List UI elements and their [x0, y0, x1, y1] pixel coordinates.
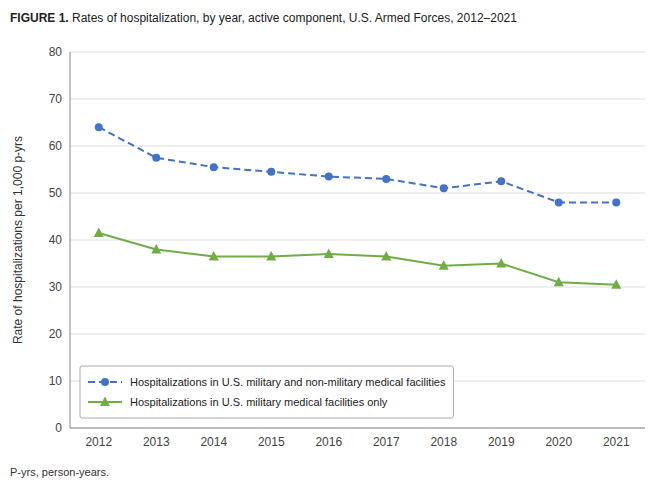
- point: [611, 279, 621, 289]
- point: [439, 260, 449, 270]
- grid-line: [70, 52, 645, 53]
- point: [324, 249, 334, 259]
- x-tick-label: 2019: [488, 435, 515, 449]
- x-axis-line: [70, 428, 645, 429]
- point: [440, 184, 448, 192]
- point: [266, 251, 276, 261]
- x-tick-label: 2021: [603, 435, 630, 449]
- series: [94, 227, 622, 288]
- legend-label: Hospitalizations in U.S. military and no…: [130, 376, 446, 388]
- plot-area: [94, 123, 622, 288]
- grid-line: [70, 99, 645, 100]
- title-bold: FIGURE 1.: [10, 11, 69, 25]
- title: FIGURE 1. Rates of hospitalization, by y…: [10, 11, 517, 25]
- legend-marker: [100, 397, 110, 407]
- grid: [70, 52, 645, 428]
- legend-item: Hospitalizations in U.S. military medica…: [88, 396, 388, 408]
- point: [612, 198, 620, 206]
- y-tick-label: 30: [49, 280, 63, 294]
- y-tick-label: 10: [49, 374, 63, 388]
- point: [555, 198, 563, 206]
- y-tick-label: 70: [49, 92, 63, 106]
- x-tick-label: 2020: [545, 435, 572, 449]
- grid-line: [70, 334, 645, 335]
- point: [152, 154, 160, 162]
- point: [382, 175, 390, 183]
- point: [497, 177, 505, 185]
- point: [210, 163, 218, 171]
- series: [95, 123, 621, 206]
- legend-label: Hospitalizations in U.S. military medica…: [130, 396, 388, 408]
- point: [381, 251, 391, 261]
- grid-line: [70, 428, 645, 429]
- y-axis-label: Rate of hospitalizations per 1,000 p-yrs: [11, 136, 25, 344]
- grid-line: [70, 287, 645, 288]
- grid-line: [70, 146, 645, 147]
- point: [554, 277, 564, 287]
- legend-marker: [101, 378, 109, 386]
- legend-item: Hospitalizations in U.S. military and no…: [88, 376, 446, 388]
- footnote: P-yrs, person-years.: [10, 466, 109, 478]
- legend-box: [80, 366, 453, 418]
- point: [94, 227, 104, 237]
- x-tick-label: 2015: [258, 435, 285, 449]
- y-tick-label: 20: [49, 327, 63, 341]
- point: [209, 251, 219, 261]
- y-axis-line: [70, 52, 71, 428]
- title-rest: Rates of hospitalization, by year, activ…: [69, 11, 518, 25]
- y-tick-label: 50: [49, 186, 63, 200]
- series-line: [99, 233, 617, 285]
- point: [95, 123, 103, 131]
- x-tick-label: 2017: [373, 435, 400, 449]
- y-tick-label: 0: [55, 421, 62, 435]
- y-tick-label: 60: [49, 139, 63, 153]
- x-tick-label: 2013: [143, 435, 170, 449]
- x-tick-label: 2016: [315, 435, 342, 449]
- point: [325, 173, 333, 181]
- grid-line: [70, 240, 645, 241]
- y-tick-label: 40: [49, 233, 63, 247]
- x-tick-label: 2018: [430, 435, 457, 449]
- y-tick-label: 80: [49, 45, 63, 59]
- point: [151, 244, 161, 254]
- point: [267, 168, 275, 176]
- legend: Hospitalizations in U.S. military and no…: [80, 366, 453, 418]
- x-tick-label: 2012: [85, 435, 112, 449]
- grid-line: [70, 193, 645, 194]
- x-tick-label: 2014: [200, 435, 227, 449]
- series-line: [99, 127, 617, 202]
- chart: FIGURE 1. Rates of hospitalization, by y…: [0, 0, 665, 486]
- point: [496, 258, 506, 268]
